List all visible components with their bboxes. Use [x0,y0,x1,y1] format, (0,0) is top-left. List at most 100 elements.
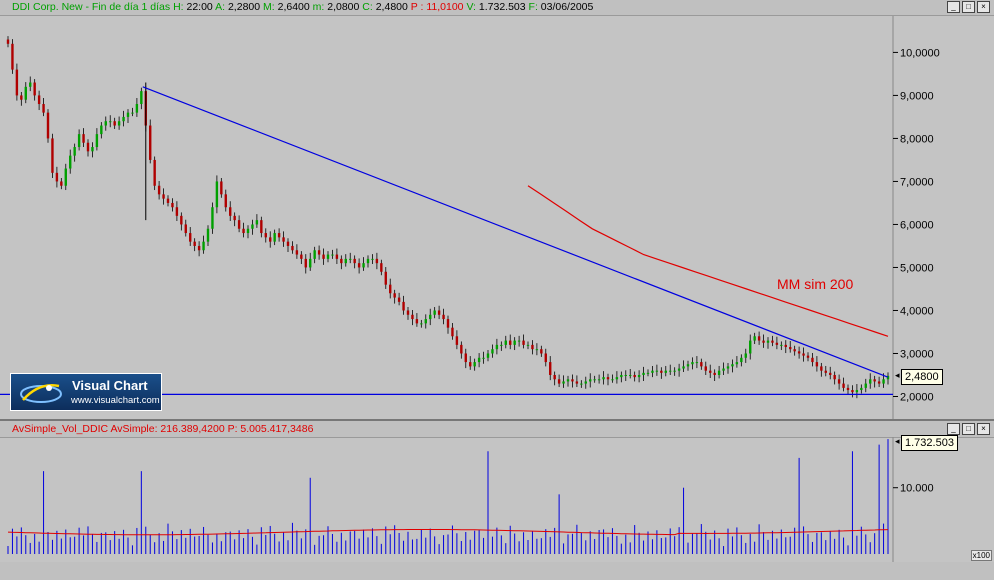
candle-body [55,172,59,182]
header-part: P : [410,1,427,13]
candle-body [651,370,654,373]
candle-body [411,314,414,320]
candle-body [504,340,507,345]
candle-body [771,340,774,343]
candle-body [620,374,623,378]
header-part: 22:00 [186,1,216,13]
price-y-tick-label: 3,0000 [900,348,934,360]
candle-body [717,370,721,375]
candle-body [766,340,770,343]
candle-body [669,370,672,372]
candle-body [837,379,841,384]
candle-body [477,357,481,363]
candle-body [584,381,587,384]
candle-body [362,263,365,268]
candle-body [509,340,512,345]
candle-body [691,362,694,365]
header-part: 2,4800 [375,1,411,13]
close-button[interactable]: × [977,1,990,13]
candle-body [175,207,179,216]
candle-body [406,310,410,315]
candle-body [722,368,725,371]
volume-minimize-button[interactable]: _ [947,423,960,435]
candle-body [855,390,859,393]
candle-body [526,344,530,346]
price-y-tick-label: 9,0000 [900,90,934,102]
candle-body [131,112,134,114]
candle-body [264,233,267,238]
candle-body [64,168,67,186]
candle-body [429,314,432,320]
header-part: AvSimple: 216.389,4200 [110,423,228,435]
candle-body [682,366,685,369]
candle-body [51,138,54,173]
candle-body [117,121,121,126]
candle-body [220,181,223,195]
price-y-tick-label: 7,0000 [900,176,934,188]
candle-body [37,95,41,105]
header-part: 2,2800 [227,1,264,13]
maximize-button[interactable]: □ [962,1,975,13]
candle-body [433,310,436,315]
volume-maximize-button[interactable]: □ [962,423,975,435]
candle-body [73,147,76,156]
candle-body [353,258,356,264]
volume-chart-header: AvSimple_Vol_DDIC AvSimple: 216.389,4200… [0,422,994,438]
header-part: F: [528,1,541,13]
candle-body [304,258,307,268]
header-part: 03/06/2005 [540,1,594,13]
x-axis-bar [0,562,994,580]
minimize-button[interactable]: _ [947,1,960,13]
candle-body [335,254,339,259]
header-part: 2,6400 [277,1,313,13]
candle-body [162,194,165,199]
candle-body [24,86,27,100]
volume-chart-header-text: AvSimple_Vol_DDIC AvSimple: 216.389,4200… [12,423,313,435]
candle-body [229,207,232,216]
candle-body [455,336,459,345]
candle-body [860,387,863,391]
header-part: DDI Corp. New - Fin de día 1 días [12,1,174,13]
candle-body [277,233,281,238]
candle-body [180,215,183,225]
candle-body [784,344,787,348]
candle-body [513,340,516,345]
candle-body [464,353,467,363]
candle-body [873,379,876,382]
candle-body [157,185,161,195]
price-chart-header-text: DDI Corp. New - Fin de día 1 días H: 22:… [12,1,593,13]
candle-body [20,95,23,100]
header-part: 11,0100 [426,1,467,13]
candle-body [224,194,227,208]
volume-scale-badge: x100 [970,550,992,561]
candle-body [869,379,872,384]
candle-body [393,293,396,298]
candle-body [104,121,107,126]
candle-body [402,301,405,311]
candle-body [202,241,205,251]
candle-body [780,344,783,346]
candle-body [295,250,299,255]
candle-body [60,181,63,186]
candle-body [877,381,881,384]
candle-body [789,347,792,350]
candle-body [442,314,445,320]
candle-body [851,390,854,393]
candle-body [397,297,401,302]
candle-body [531,344,534,350]
candle-body [291,245,294,251]
candle-body [553,374,556,380]
candle-body [802,353,805,356]
candle-body [646,372,650,374]
candle-body [42,104,45,113]
candle-body [126,112,130,117]
candle-body [735,362,739,365]
header-part: m: [312,1,328,13]
candle-body [637,374,641,378]
visual-chart-logo[interactable]: Visual Chart www.visualchart.com [10,373,162,411]
volume-close-button[interactable]: × [977,423,990,435]
candle-body [686,364,690,367]
candle-body [424,319,427,324]
price-y-tick-label: 2,0000 [900,391,934,403]
